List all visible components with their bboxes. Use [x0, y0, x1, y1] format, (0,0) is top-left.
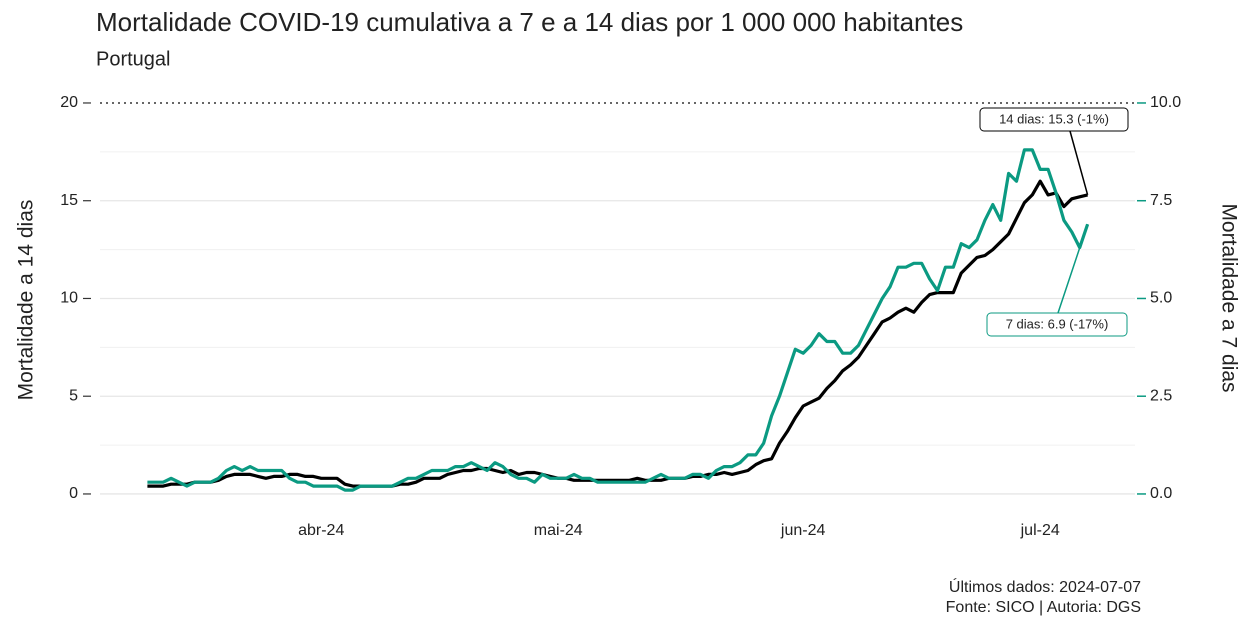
y2-tick-label: 7.5 — [1150, 192, 1172, 209]
x-tick-label: mai-24 — [534, 522, 583, 539]
annotation-leader — [1069, 130, 1089, 196]
y-axis-label: Mortalidade a 14 dias — [15, 200, 38, 401]
x-tick-label: abr-24 — [298, 522, 344, 539]
annotation-text: 14 dias: 15.3 (-1%) — [999, 111, 1109, 126]
y2-tick-label: 0.0 — [1150, 485, 1172, 502]
y2-tick-label: 10.0 — [1150, 94, 1181, 111]
y-tick-label: 15 — [60, 192, 78, 209]
annotation-leader — [1057, 223, 1089, 314]
y-tick-label: 5 — [69, 387, 78, 404]
footer-line: Fonte: SICO | Autoria: DGS — [946, 599, 1141, 616]
y-tick-label: 0 — [69, 485, 78, 502]
line-series — [147, 179, 1088, 488]
y-tick-label: 20 — [60, 94, 78, 111]
annotation-text: 7 dias: 6.9 (-17%) — [1006, 316, 1109, 331]
annotation-box — [986, 312, 1128, 337]
y2-tick-label: 2.5 — [1150, 387, 1172, 404]
y2-tick-label: 5.0 — [1150, 290, 1172, 307]
x-tick-label: jul-24 — [1020, 522, 1060, 539]
chart-subtitle: Portugal — [96, 48, 171, 70]
y-tick-label: 10 — [60, 290, 78, 307]
footer-line: Últimos dados: 2024-07-07 — [949, 577, 1141, 596]
line-series — [147, 148, 1090, 492]
y2-axis-label: Mortalidade a 7 dias — [1217, 203, 1240, 392]
chart-title: Mortalidade COVID-19 cumulativa a 7 e a … — [96, 7, 963, 37]
annotation-box — [979, 107, 1129, 132]
x-tick-label: jun-24 — [780, 522, 826, 539]
